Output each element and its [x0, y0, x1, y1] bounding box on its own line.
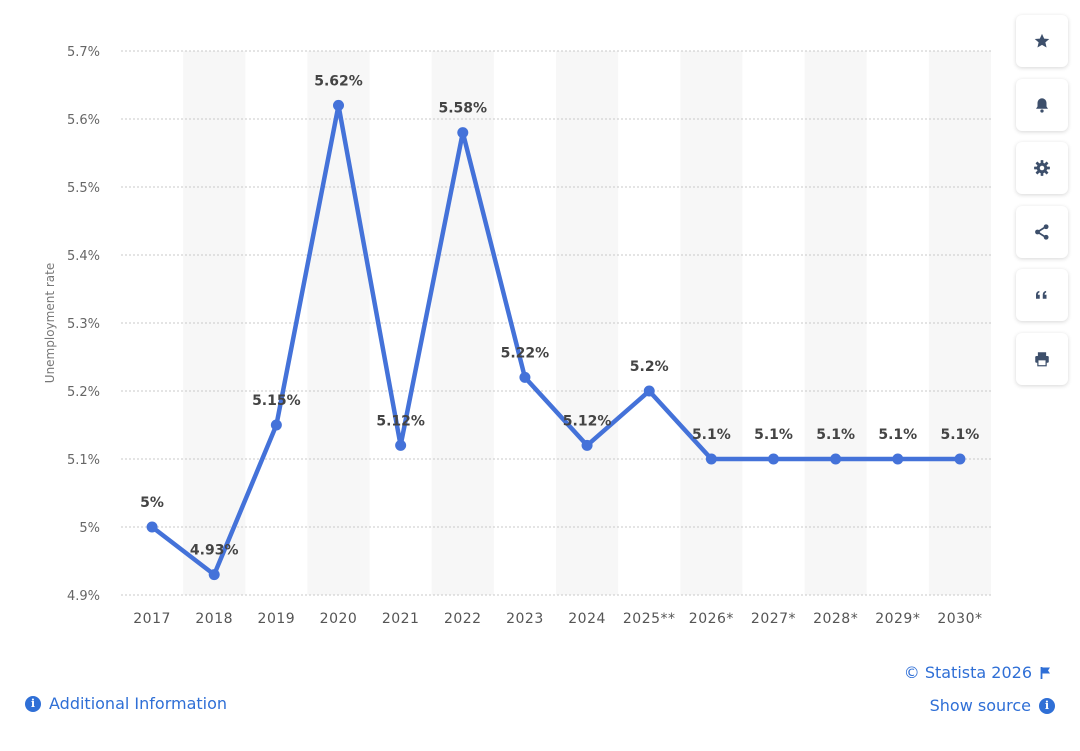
additional-information-label: Additional Information [49, 694, 228, 713]
data-label: 5.1% [878, 427, 917, 443]
data-label: 5% [140, 495, 164, 511]
data-point[interactable] [208, 569, 220, 581]
y-tick-label: 5.5% [67, 181, 100, 196]
settings-gear-icon [1034, 160, 1050, 176]
data-point[interactable] [146, 521, 158, 533]
print-button[interactable] [1016, 332, 1068, 385]
x-tick-label: 2017 [133, 611, 171, 627]
flag-icon[interactable] [1040, 666, 1052, 680]
data-label: 5.1% [754, 427, 793, 443]
data-label: 5.58% [438, 101, 487, 117]
data-label: 5.1% [816, 427, 855, 443]
data-point[interactable] [643, 385, 655, 397]
y-tick-label: 5.2% [67, 385, 100, 400]
data-point[interactable] [457, 127, 469, 139]
info-icon: i [1039, 697, 1055, 714]
share-button[interactable] [1016, 205, 1068, 258]
x-tick-label: 2021 [382, 611, 420, 627]
x-tick-label: 2022 [444, 611, 482, 627]
data-point[interactable] [581, 439, 593, 451]
side-toolbar [1016, 15, 1068, 396]
share-icon [1035, 223, 1049, 240]
additional-information-link[interactable]: i Additional Information [25, 694, 227, 713]
quote-icon [1036, 290, 1047, 299]
y-tick-label: 5.1% [67, 453, 100, 468]
x-tick-label: 2023 [506, 611, 544, 627]
x-axis-ticks: 2017 2018 2019 2020 2021 2022 2023 2024 2025** 20… [133, 611, 982, 627]
x-tick-label: 2018 [195, 611, 233, 627]
copyright-text: © Statista 2026 [903, 663, 1032, 682]
series-line [150, 104, 960, 579]
line-chart: 4.9%5%5.1%5.2%5.3%5.4%5.5%5.6%5.7% 2017 2… [43, 45, 991, 627]
settings-button[interactable] [1016, 142, 1068, 194]
x-tick-label: 2020 [320, 611, 358, 627]
data-label: 5.2% [630, 359, 669, 375]
notification-bell-icon [1036, 97, 1048, 113]
data-label: 5.12% [563, 413, 612, 429]
x-tick-label: 2030* [937, 611, 982, 627]
y-axis-ticks: 4.9% 5% 5.1% 5.2% 5.3% 5.4% 5.5% 5.6% 5.7% [67, 45, 100, 604]
data-point[interactable] [270, 419, 282, 431]
print-icon [1035, 351, 1049, 366]
data-label: 5.22% [501, 345, 550, 361]
y-tick-label: 5.7% [67, 45, 100, 60]
y-axis-title: Unemployment rate [43, 263, 57, 383]
data-points [146, 99, 966, 581]
y-tick-label: 5% [79, 521, 100, 536]
band [928, 51, 991, 595]
data-point[interactable] [954, 453, 966, 465]
favorite-star-icon [1034, 33, 1050, 48]
data-point[interactable] [395, 439, 407, 451]
data-label: 5.15% [252, 393, 301, 409]
x-tick-label: 2027* [751, 611, 796, 627]
data-label: 5.62% [314, 73, 363, 89]
y-tick-label: 5.3% [67, 317, 100, 332]
x-tick-label: 2026* [689, 611, 734, 627]
data-label: 4.93% [190, 543, 239, 559]
data-labels: 5% 4.93% 5.15% 5.62% 5.12% 5.58% 5.22% 5.12% 5.2… [140, 73, 979, 558]
x-tick-label: 2025** [623, 611, 676, 627]
data-point[interactable] [705, 453, 717, 465]
copyright-row: © Statista 2026 [904, 663, 1052, 682]
data-point[interactable] [333, 99, 344, 111]
data-label: 5.12% [376, 413, 425, 429]
notification-button[interactable] [1016, 78, 1068, 131]
x-tick-label: 2019 [258, 611, 296, 627]
show-source-label: Show source [929, 696, 1031, 715]
data-point[interactable] [768, 453, 779, 465]
x-tick-label: 2028* [813, 611, 858, 627]
data-point[interactable] [519, 371, 531, 383]
y-tick-label: 4.9% [67, 589, 100, 604]
x-tick-label: 2024 [568, 611, 606, 627]
x-tick-label: 2029* [875, 611, 920, 627]
data-point[interactable] [830, 453, 842, 465]
y-tick-label: 5.6% [67, 113, 100, 128]
cite-button[interactable] [1016, 269, 1068, 321]
show-source-link[interactable]: Show source i [930, 696, 1055, 715]
favorite-button[interactable] [1016, 15, 1068, 67]
info-icon: i [25, 695, 41, 712]
data-label: 5.1% [692, 427, 731, 443]
data-label: 5.1% [941, 427, 980, 443]
data-point[interactable] [892, 453, 904, 465]
y-tick-label: 5.4% [67, 249, 100, 264]
